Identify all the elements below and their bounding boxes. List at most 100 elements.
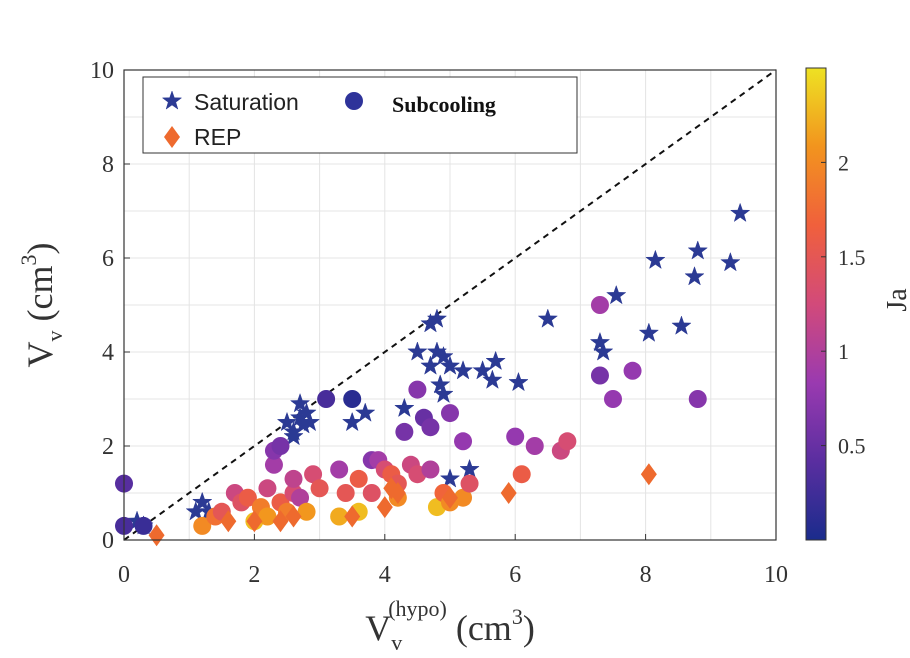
rep-point: [246, 510, 263, 533]
colorbar-ticks: 0.5 1 1.5 2: [821, 150, 866, 459]
legend-diamond-shape: [164, 126, 180, 148]
colorbar-label: Ja: [882, 288, 910, 312]
subcooling-point: [408, 380, 427, 399]
y-axis-label-unit-sup: 3: [16, 255, 41, 266]
subcooling-point: [297, 502, 316, 521]
rep-point: [220, 510, 237, 533]
saturation-point: [355, 402, 376, 422]
subcooling-point: [441, 404, 459, 423]
x-axis-label-unit: (cm: [447, 608, 512, 648]
rep-point: [285, 505, 302, 528]
saturation-point: [589, 331, 611, 352]
x-tick-label: 8: [640, 562, 652, 588]
subcooling-point: [454, 488, 473, 507]
subcooling-point: [395, 422, 414, 441]
rep-point: [442, 486, 458, 509]
x-axis-label-base: V: [365, 608, 391, 648]
y-tick-label: 4: [102, 340, 114, 366]
saturation-point: [687, 240, 708, 260]
subcooling-point: [604, 390, 622, 408]
x-axis-label-unit-close: ): [523, 608, 535, 648]
saturation-point: [729, 202, 751, 223]
legend-label-subcooling: Subcooling: [392, 92, 496, 117]
subcooling-point: [525, 437, 544, 455]
y-axis-label-sub: v: [42, 330, 67, 341]
subcooling-point: [264, 455, 283, 474]
x-axis-label-sub: v: [391, 630, 402, 655]
saturation-point: [407, 341, 428, 361]
subcooling-point: [688, 390, 707, 408]
x-axis-label-sup: (hypo): [388, 596, 447, 621]
saturation-point: [684, 266, 705, 286]
reference-line-y-equals-x: [123, 69, 777, 541]
saturation-point: [394, 397, 415, 418]
saturation-point: [482, 369, 503, 389]
saturation-point: [426, 308, 448, 328]
subcooling-point: [506, 427, 525, 446]
subcooling-point: [590, 296, 609, 314]
saturation-point: [671, 315, 692, 335]
legend-box: [142, 76, 578, 154]
saturation-point: [439, 355, 461, 375]
subcooling-point: [336, 484, 355, 502]
subcooling-point: [238, 488, 257, 507]
y-axis-label: Vv (cm3): [16, 243, 67, 368]
colorbar-tick-label: 0.5: [838, 434, 866, 459]
saturation-point: [472, 360, 493, 380]
saturation-point: [296, 402, 317, 422]
subcooling-point: [558, 432, 577, 451]
y-tick-label: 2: [102, 434, 114, 460]
subcooling-point: [291, 488, 310, 507]
legend-diamond-marker: [164, 126, 180, 148]
subcooling-point: [193, 516, 212, 535]
subcooling-point: [460, 474, 479, 493]
colorbar-tick-label: 2: [838, 150, 849, 175]
saturation-point: [508, 371, 529, 392]
saturation-point: [645, 249, 666, 270]
subcooling-point: [362, 484, 381, 502]
saturation-point: [420, 355, 441, 375]
saturation-point: [638, 322, 660, 342]
rep-point: [148, 524, 165, 547]
subcooling-point: [349, 469, 368, 488]
saturation-point: [537, 308, 559, 328]
x-tick-label: 2: [248, 562, 260, 588]
colorbar: 0.5 1 1.5 2 Ja: [805, 67, 910, 541]
subcooling-point: [512, 465, 531, 484]
x-tick-label: 10: [764, 562, 788, 588]
rep-point: [389, 482, 406, 504]
saturation-point: [452, 360, 474, 380]
saturation-point: [341, 411, 363, 432]
x-axis-label-unit-sup: 3: [512, 604, 523, 629]
subcooling-point: [623, 361, 642, 380]
subcooling-point: [258, 479, 277, 498]
colorbar-bar: [805, 67, 827, 541]
plot-frame: [123, 69, 777, 541]
saturation-point: [459, 458, 480, 479]
rep-point: [272, 510, 289, 533]
legend-label-rep: REP: [194, 124, 241, 150]
saturation-point: [299, 411, 321, 432]
saturation-point: [439, 468, 461, 488]
saturation-point: [720, 251, 741, 272]
saturation-point: [276, 411, 298, 432]
subcooling-point: [271, 437, 290, 455]
subcooling-point: [317, 390, 336, 408]
legend-star-shape: [161, 90, 183, 110]
y-axis-label-base: V: [20, 341, 60, 367]
subcooling-point: [454, 432, 473, 451]
subcooling-point: [343, 390, 362, 408]
data-points: [115, 202, 751, 547]
y-tick-label: 0: [102, 528, 114, 554]
legend-star-marker: [161, 90, 183, 110]
subcooling-point: [421, 418, 440, 437]
y-axis-label-unit: (cm: [20, 266, 60, 331]
saturation-point: [592, 341, 614, 361]
legend-circle-marker: [345, 92, 363, 110]
rep-point: [344, 505, 361, 528]
saturation-point: [433, 345, 454, 366]
x-tick-label: 4: [379, 562, 391, 588]
subcooling-point: [590, 366, 609, 385]
axis-ticks: 0 2 4 6 8 10 0 2 4 6 8 10: [90, 58, 788, 588]
